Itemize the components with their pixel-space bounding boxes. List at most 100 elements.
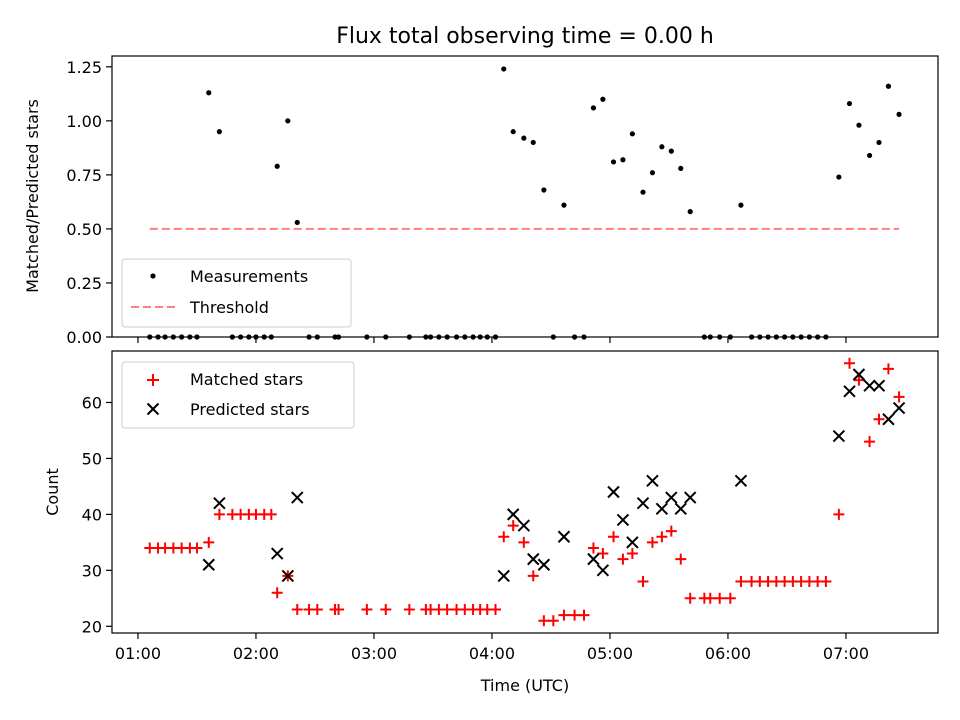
measurement-point <box>649 170 656 176</box>
matched-star-point <box>569 609 581 621</box>
matched-star-point <box>853 374 865 386</box>
count-plot-frame <box>111 350 939 634</box>
matched-star-point <box>333 604 345 615</box>
measurement-point <box>836 174 842 180</box>
ratio-panel: 0.00 0.25 0.50 0.75 1.00 1.25 Matched/Predict… <box>23 55 939 347</box>
measurement-point <box>294 219 300 226</box>
matched-star-point <box>675 553 687 565</box>
predicted-star-point <box>537 558 551 571</box>
measurement-point <box>896 111 902 117</box>
measurement-point <box>687 209 693 215</box>
count-legend: Matched stars Predicted stars <box>121 361 355 429</box>
measurement-point <box>866 152 873 159</box>
ratio-axis-ticks: 0.00 0.25 0.50 0.75 1.00 1.25 <box>66 58 847 347</box>
matched-star-point <box>684 592 696 604</box>
matched-star-point <box>646 536 658 548</box>
x-tick-label: 06:00 <box>705 644 751 663</box>
predicted-star-point <box>665 491 678 504</box>
predicted-star-point <box>636 496 650 510</box>
measurement-point <box>620 157 626 163</box>
count-axis-ticks: 01:00 02:00 03:00 04:00 05:00 06:00 07:00 20 30 4… <box>82 393 869 663</box>
matched-star-point <box>597 548 609 560</box>
measurement-point <box>885 83 892 89</box>
ratio-legend: Measurements Threshold <box>121 258 352 328</box>
predicted-star-point <box>270 547 284 560</box>
predicted-star-point <box>872 379 886 392</box>
matched-star-point <box>527 570 539 582</box>
legend-marker-predicted <box>146 402 160 416</box>
chart-title: Flux total observing time = 0.00 h <box>336 24 714 49</box>
ratio-plot-frame <box>111 55 939 338</box>
matched-star-point <box>820 576 832 588</box>
y-tick-label: 0.75 <box>66 166 102 185</box>
measurement-point <box>640 189 646 195</box>
y-tick-label: 30 <box>82 561 102 580</box>
predicted-star-point <box>852 368 866 381</box>
matched-star-point <box>735 576 747 588</box>
measurement-point <box>856 122 862 128</box>
matched-star-point <box>498 531 510 543</box>
matched-star-point <box>864 436 876 448</box>
matched-star-point <box>403 604 415 615</box>
matched-star-point <box>380 604 392 615</box>
predicted-star-point <box>843 385 856 398</box>
predicted-star-point <box>882 413 895 426</box>
measurement-point <box>738 202 744 208</box>
predicted-star-point <box>607 485 620 499</box>
matched-star-point <box>213 508 225 520</box>
y-tick-label: 60 <box>82 393 102 412</box>
y-tick-label: 0.50 <box>66 220 102 239</box>
matched-star-point <box>265 508 277 520</box>
predicted-star-point <box>832 429 846 443</box>
matched-star-point <box>637 576 649 588</box>
measurement-point <box>678 165 684 171</box>
matched-star-point <box>873 413 885 425</box>
measurement-point <box>668 148 674 154</box>
count-marks <box>144 357 906 627</box>
predicted-star-point <box>517 519 531 532</box>
predicted-star-point <box>683 491 697 504</box>
measurement-point <box>501 66 507 72</box>
matched-star-point <box>714 592 726 604</box>
matched-star-point <box>893 391 905 403</box>
measurement-point <box>510 129 516 135</box>
matched-star-point <box>311 604 323 615</box>
predicted-star-point <box>202 558 215 571</box>
ratio-y-axis-label: Matched/Predicted stars <box>23 99 42 293</box>
legend-label-predicted: Predicted stars <box>190 400 310 419</box>
matched-star-point <box>191 542 203 554</box>
measurement-point <box>561 202 567 208</box>
measurement-point <box>590 105 597 111</box>
measurement-point <box>876 139 882 146</box>
legend-label-threshold: Threshold <box>189 298 269 317</box>
measurement-point <box>629 131 635 137</box>
matched-star-point <box>441 604 453 615</box>
legend-marker-measurements <box>150 273 156 279</box>
matched-star-point <box>490 604 501 615</box>
matched-star-point <box>656 531 668 543</box>
measurement-point <box>541 187 547 193</box>
legend-frame <box>121 361 355 429</box>
matched-star-point <box>587 542 599 554</box>
matched-star-point <box>833 508 845 520</box>
predicted-star-point <box>734 474 748 488</box>
matched-star-point <box>844 357 855 369</box>
x-tick-label: 04:00 <box>469 644 515 663</box>
measurement-point <box>274 163 280 169</box>
matched-star-point <box>291 604 303 615</box>
matched-star-point <box>558 609 570 621</box>
y-tick-label: 1.25 <box>66 58 102 77</box>
matched-star-point <box>608 531 619 543</box>
matched-star-point <box>626 548 638 560</box>
predicted-star-point <box>527 552 540 566</box>
predicted-star-point <box>863 379 876 392</box>
measurement-point <box>659 144 665 150</box>
predicted-star-point <box>281 569 295 583</box>
legend-label-measurements: Measurements <box>190 267 308 286</box>
x-axis-label: Time (UTC) <box>480 676 569 695</box>
legend-label-matched: Matched stars <box>190 370 303 389</box>
predicted-star-point <box>674 502 687 515</box>
y-tick-label: 0.00 <box>66 328 102 347</box>
matched-star-point <box>538 615 550 627</box>
